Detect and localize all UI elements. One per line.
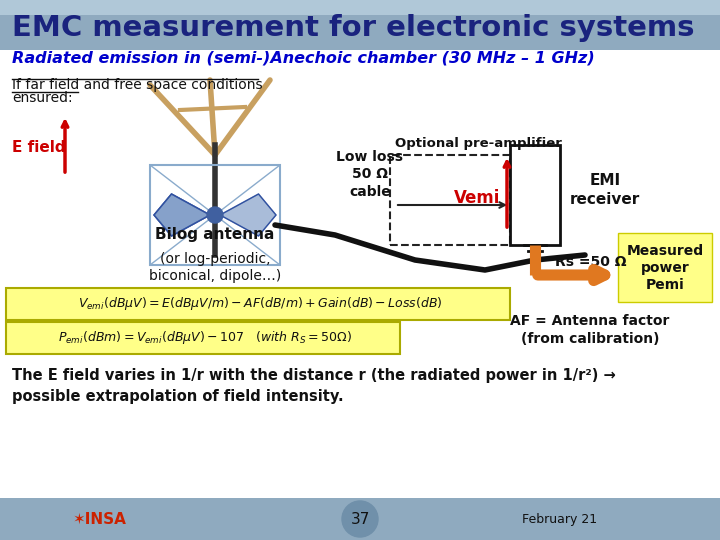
Text: ensured:: ensured: xyxy=(12,91,73,105)
Text: Optional pre-amplifier: Optional pre-amplifier xyxy=(395,137,562,150)
Polygon shape xyxy=(154,194,210,236)
Text: $P_{emi}(dBm) = V_{emi}(dB\mu V) - 107 \quad (with\ R_S = 50\Omega)$: $P_{emi}(dBm) = V_{emi}(dB\mu V) - 107 \… xyxy=(58,329,352,347)
Text: 37: 37 xyxy=(351,511,369,526)
FancyBboxPatch shape xyxy=(6,288,510,320)
Text: Vemi: Vemi xyxy=(454,189,500,207)
Text: The E field varies in 1/r with the distance r (the radiated power in 1/r²) →
pos: The E field varies in 1/r with the dista… xyxy=(12,368,616,404)
Text: Rs =50 Ω: Rs =50 Ω xyxy=(555,255,626,269)
Text: Low loss
50 Ω
cable: Low loss 50 Ω cable xyxy=(336,150,403,199)
Text: February 21: February 21 xyxy=(523,512,598,525)
Bar xyxy=(0,0,720,15)
Circle shape xyxy=(207,207,223,223)
Text: $V_{emi}(dB\mu V) = E(dB\mu V/m) - AF(dB/m) + Gain(dB) - Loss(dB)$: $V_{emi}(dB\mu V) = E(dB\mu V/m) - AF(dB… xyxy=(78,295,442,313)
FancyBboxPatch shape xyxy=(618,233,712,302)
Text: If far field and free space conditions: If far field and free space conditions xyxy=(12,78,263,92)
Text: Bilog antenna: Bilog antenna xyxy=(156,227,275,242)
Bar xyxy=(0,498,720,540)
Bar xyxy=(0,0,720,50)
Text: EMI
receiver: EMI receiver xyxy=(570,173,640,207)
Text: (or log-periodic,
biconical, dipole…): (or log-periodic, biconical, dipole…) xyxy=(149,252,281,284)
Polygon shape xyxy=(220,194,276,236)
Text: Radiated emission in (semi-)Anechoic chamber (30 MHz – 1 GHz): Radiated emission in (semi-)Anechoic cha… xyxy=(12,51,595,65)
Circle shape xyxy=(342,501,378,537)
Bar xyxy=(150,165,280,265)
FancyBboxPatch shape xyxy=(6,322,400,354)
Text: Measured
power
Pemi: Measured power Pemi xyxy=(626,244,703,292)
Text: AF = Antenna factor
(from calibration): AF = Antenna factor (from calibration) xyxy=(510,314,670,346)
Bar xyxy=(510,145,560,245)
Polygon shape xyxy=(154,194,210,236)
Text: E field: E field xyxy=(12,139,66,154)
Bar xyxy=(0,50,720,498)
Text: EMC measurement for electronic systems: EMC measurement for electronic systems xyxy=(12,14,695,42)
Text: ✶INSA: ✶INSA xyxy=(73,511,127,526)
